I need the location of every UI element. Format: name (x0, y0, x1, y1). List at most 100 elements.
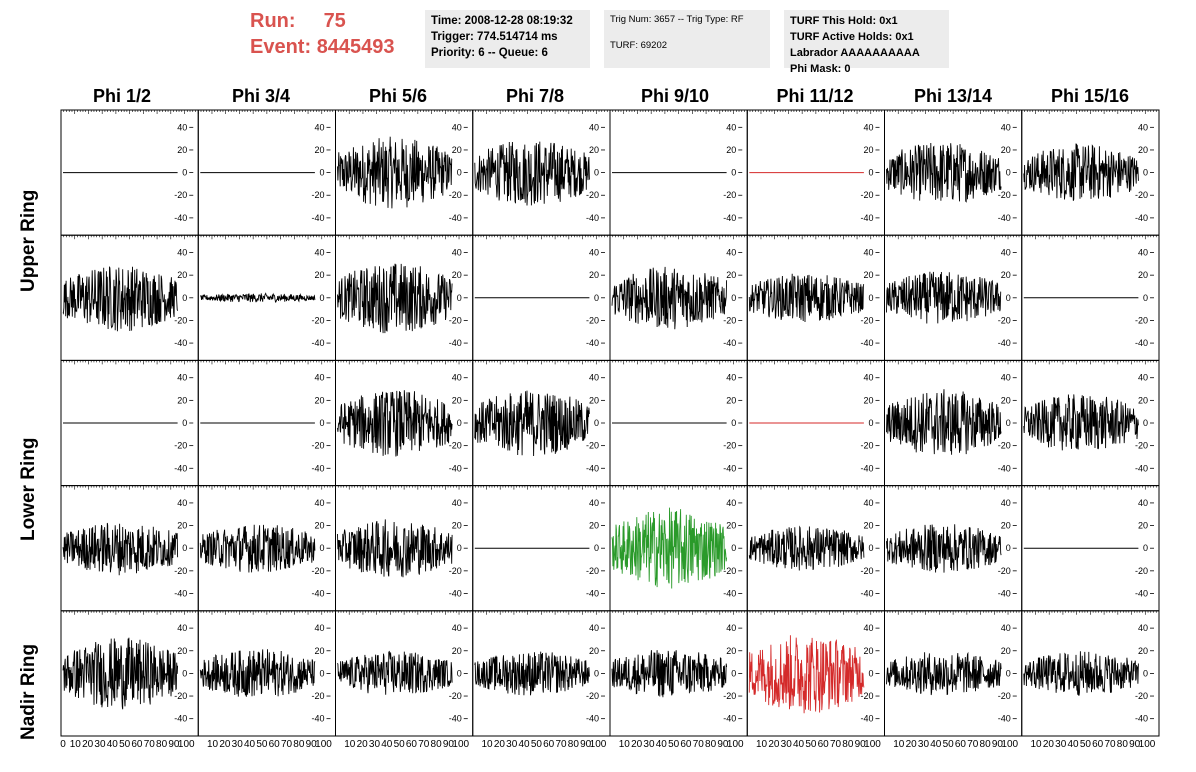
waveform-trace (1023, 394, 1139, 451)
waveform-trace (611, 266, 728, 330)
y-tick-label: -40 (1135, 338, 1148, 348)
y-tick-label: -20 (723, 441, 736, 451)
y-tick-label: 0 (1143, 543, 1148, 553)
y-tick-label: 20 (314, 646, 324, 656)
waveform-trace (886, 142, 1002, 203)
y-tick-label: 0 (594, 418, 599, 428)
x-tick-label: 90 (306, 739, 318, 750)
y-tick-label: -40 (449, 714, 462, 724)
y-tick-label: 0 (457, 293, 462, 303)
x-tick-label: 90 (992, 739, 1004, 750)
y-tick-label: -40 (860, 588, 873, 598)
x-tick-label: 70 (281, 739, 293, 750)
x-tick-label: 70 (693, 739, 705, 750)
x-tick-label: 80 (568, 739, 580, 750)
y-tick-label: 40 (452, 623, 462, 633)
x-tick-label: 10 (344, 739, 356, 750)
x-tick-label: 40 (518, 739, 530, 750)
y-tick-label: 20 (1001, 145, 1011, 155)
y-tick-label: 20 (1001, 521, 1011, 531)
y-tick-label: 0 (731, 418, 736, 428)
y-tick-label: 40 (452, 498, 462, 508)
y-tick-label: -20 (586, 441, 599, 451)
y-tick-label: 20 (452, 270, 462, 280)
y-tick-label: -40 (586, 213, 599, 223)
time-info-box: Time: 2008-12-28 08:19:32 Trigger: 774.5… (425, 10, 590, 68)
turf-info-box: TURF This Hold: 0x1 TURF Active Holds: 0… (784, 10, 949, 75)
x-tick-label: 50 (256, 739, 268, 750)
y-tick-label: 40 (726, 122, 736, 132)
x-tick-label: 10 (619, 739, 631, 750)
x-tick-label: 80 (980, 739, 992, 750)
y-tick-label: 40 (314, 623, 324, 633)
x-tick-label: 30 (232, 739, 244, 750)
y-tick-label: 20 (177, 145, 187, 155)
y-tick-label: 40 (726, 498, 736, 508)
x-tick-label: 70 (418, 739, 430, 750)
x-tick-label: 100 (315, 739, 332, 750)
waveform-trace (62, 637, 179, 710)
y-tick-label: -40 (723, 714, 736, 724)
y-tick-label: -20 (174, 566, 187, 576)
x-tick-label: 30 (369, 739, 381, 750)
y-tick-label: -40 (174, 714, 187, 724)
waveform-trace (748, 635, 865, 714)
x-tick-label: 90 (717, 739, 729, 750)
x-tick-label: 50 (531, 739, 543, 750)
x-tick-label: 50 (943, 739, 955, 750)
x-tick-label: 60 (818, 739, 830, 750)
waveform-trace (199, 649, 316, 697)
y-tick-label: 0 (319, 543, 324, 553)
y-tick-label: 20 (589, 145, 599, 155)
y-tick-label: 0 (1143, 418, 1148, 428)
x-tick-label: 40 (381, 739, 393, 750)
waveform-trace (886, 524, 1002, 573)
x-tick-label: 100 (864, 739, 881, 750)
event-value: 8445493 (316, 36, 395, 58)
y-tick-label: -20 (1135, 441, 1148, 451)
x-tick-label: 100 (178, 739, 195, 750)
y-tick-label: 40 (177, 623, 187, 633)
waveform-trace (611, 507, 728, 589)
y-tick-label: -20 (174, 691, 187, 701)
y-tick-label: -20 (860, 691, 873, 701)
y-tick-label: 0 (1143, 168, 1148, 178)
waveform-trace (748, 525, 865, 571)
y-tick-label: -40 (449, 338, 462, 348)
y-tick-label: -20 (449, 566, 462, 576)
x-tick-label: 30 (643, 739, 655, 750)
y-tick-label: 40 (314, 373, 324, 383)
y-tick-label: 0 (731, 168, 736, 178)
waveform-trace (337, 263, 453, 334)
y-tick-label: -20 (723, 691, 736, 701)
y-tick-label: 0 (1006, 543, 1011, 553)
y-tick-label: -40 (723, 588, 736, 598)
y-tick-label: 20 (589, 395, 599, 405)
x-tick-label: 10 (893, 739, 905, 750)
y-tick-label: 40 (452, 373, 462, 383)
y-tick-label: -40 (723, 338, 736, 348)
y-tick-label: -20 (449, 691, 462, 701)
y-tick-label: -20 (1135, 190, 1148, 200)
y-tick-label: 0 (868, 293, 873, 303)
y-tick-label: 40 (452, 122, 462, 132)
y-tick-label: 20 (863, 395, 873, 405)
y-tick-label: -40 (1135, 714, 1148, 724)
waveform-trace (886, 389, 1002, 455)
y-tick-label: -40 (1135, 213, 1148, 223)
y-tick-label: -40 (311, 463, 324, 473)
y-tick-label: -40 (860, 213, 873, 223)
y-tick-label: 20 (452, 145, 462, 155)
trig-num-text: Trig Num: 3657 -- Trig Type: RF (610, 14, 744, 25)
y-tick-label: 20 (589, 646, 599, 656)
waveform-trace (337, 650, 453, 695)
x-tick-label: 20 (906, 739, 918, 750)
y-tick-label: -20 (1135, 691, 1148, 701)
y-tick-label: -40 (311, 213, 324, 223)
y-tick-label: -20 (1135, 566, 1148, 576)
x-tick-label: 100 (590, 739, 607, 750)
phi-header: Phi 15/16 (1050, 86, 1130, 106)
y-tick-label: 40 (1138, 498, 1148, 508)
y-tick-label: 0 (457, 543, 462, 553)
